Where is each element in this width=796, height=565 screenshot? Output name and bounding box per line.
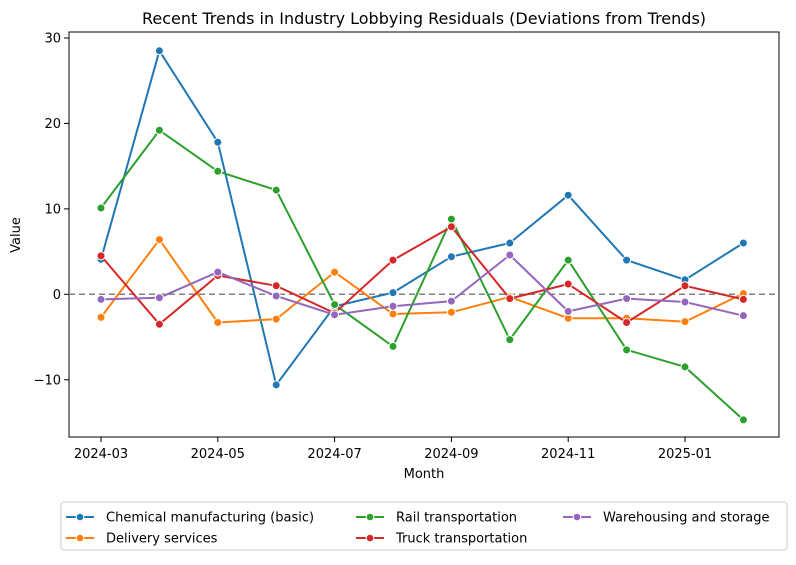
data-point <box>388 341 398 351</box>
data-point <box>271 314 281 324</box>
data-point <box>622 345 632 355</box>
y-axis-label: Value <box>9 217 24 253</box>
legend-marker <box>365 533 375 543</box>
data-point <box>738 415 748 425</box>
data-point <box>622 255 632 265</box>
legend-label: Chemical manufacturing (basic) <box>106 511 314 526</box>
data-point <box>154 293 164 303</box>
x-axis: 2024-03 2024-05 2024-07 2024-09 2024-11 2025-… <box>74 437 712 462</box>
data-point <box>622 318 632 328</box>
data-point <box>96 203 106 213</box>
data-point <box>388 301 398 311</box>
data-point <box>563 255 573 265</box>
series-2 <box>96 125 748 425</box>
legend-item: Delivery services <box>66 532 218 547</box>
data-point <box>388 255 398 265</box>
data-point <box>271 281 281 291</box>
data-point <box>622 294 632 304</box>
data-point <box>738 238 748 248</box>
data-point <box>96 251 106 261</box>
legend-item: Truck transportation <box>356 532 527 547</box>
legend: Chemical manufacturing (basic) Delivery s… <box>60 501 788 551</box>
data-point <box>505 250 515 260</box>
y-tick-label: 30 <box>44 31 61 46</box>
legend-label: Rail transportation <box>396 511 517 526</box>
x-tick-label: 2024-11 <box>541 447 595 462</box>
data-point <box>505 238 515 248</box>
data-point <box>680 362 690 372</box>
legend-label: Delivery services <box>106 532 218 547</box>
data-point <box>446 296 456 306</box>
data-point <box>154 46 164 56</box>
x-tick-label: 2024-03 <box>74 447 128 462</box>
chart-title: Recent Trends in Industry Lobbying Resid… <box>142 9 706 28</box>
data-point <box>505 294 515 304</box>
series-line <box>100 254 744 317</box>
y-tick-label: 20 <box>44 117 61 132</box>
legend-marker <box>75 512 85 522</box>
data-point <box>388 309 398 319</box>
data-point <box>446 307 456 317</box>
x-tick-label: 2024-07 <box>307 447 361 462</box>
data-point <box>271 380 281 390</box>
data-point <box>330 300 340 310</box>
data-point <box>446 252 456 262</box>
data-point <box>680 297 690 307</box>
x-tick-label: 2025-01 <box>658 447 712 462</box>
data-point <box>213 166 223 176</box>
data-point <box>563 279 573 289</box>
legend-marker <box>75 533 85 543</box>
data-point <box>96 294 106 304</box>
data-point <box>271 291 281 301</box>
data-point <box>96 312 106 322</box>
data-point <box>446 222 456 232</box>
plot-area <box>68 31 780 438</box>
data-point <box>446 214 456 224</box>
series-layer <box>96 46 748 425</box>
y-tick-label: 0 <box>53 288 61 303</box>
data-point <box>213 267 223 277</box>
data-point <box>213 137 223 147</box>
data-point <box>738 294 748 304</box>
legend-item: Warehousing and storage <box>563 511 769 526</box>
x-axis-label: Month <box>404 467 445 482</box>
legend-label: Warehousing and storage <box>603 511 769 526</box>
x-tick-label: 2024-09 <box>424 447 478 462</box>
series-line <box>100 49 744 386</box>
data-point <box>563 306 573 316</box>
data-point <box>154 125 164 135</box>
data-point <box>738 311 748 321</box>
data-point <box>563 190 573 200</box>
legend-marker <box>572 512 582 522</box>
legend-frame <box>60 501 788 551</box>
y-axis: −10 0 10 20 30 <box>34 31 69 388</box>
data-point <box>680 317 690 327</box>
data-point <box>388 288 398 298</box>
y-tick-label: 10 <box>44 202 61 217</box>
data-point <box>330 310 340 320</box>
series-line <box>100 225 744 326</box>
data-point <box>505 335 515 345</box>
series-line <box>100 238 744 324</box>
legend-item: Rail transportation <box>356 511 517 526</box>
series-line <box>100 129 745 421</box>
data-point <box>154 235 164 245</box>
x-tick-label: 2024-05 <box>191 447 245 462</box>
legend-item: Chemical manufacturing (basic) <box>66 511 314 526</box>
data-point <box>330 267 340 277</box>
data-point <box>680 281 690 291</box>
series-4 <box>96 250 748 321</box>
y-tick-label: −10 <box>34 373 61 388</box>
data-point <box>154 319 164 329</box>
legend-label: Truck transportation <box>395 532 527 547</box>
data-point <box>213 318 223 328</box>
data-point <box>271 185 281 195</box>
legend-marker <box>365 512 375 522</box>
